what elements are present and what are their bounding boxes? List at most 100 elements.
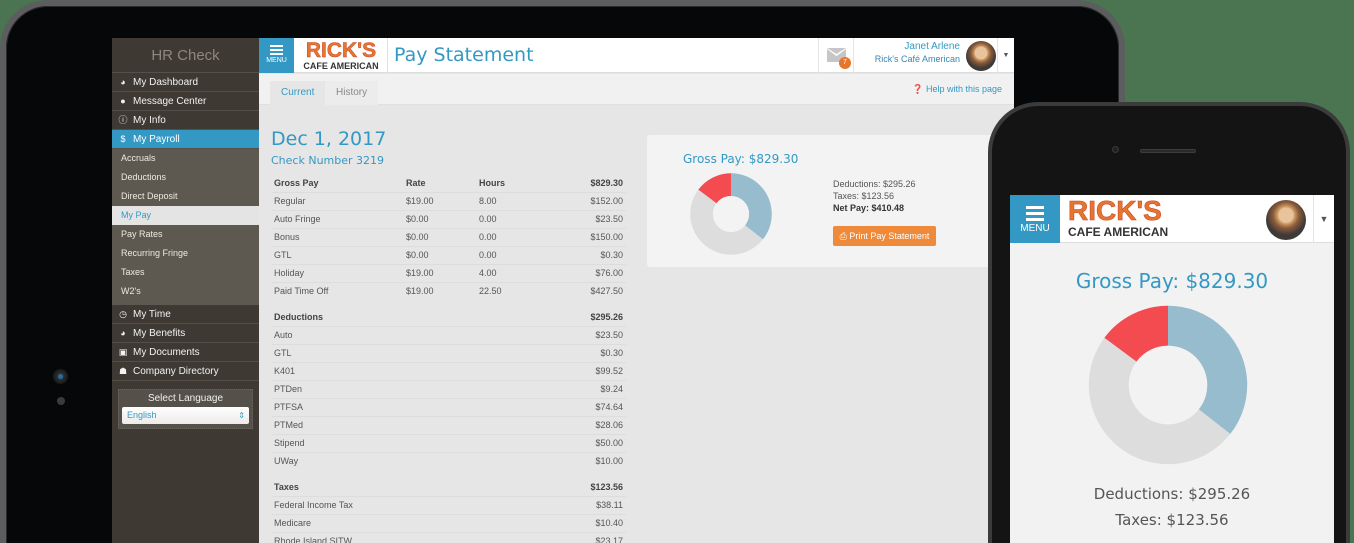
logo-subtext: CAFE AMERICAN: [1068, 225, 1169, 239]
logo-text: RICK'S: [1068, 195, 1162, 226]
phone-gross-pay-title: Gross Pay: $829.30: [1075, 269, 1269, 293]
net-pay-total: Net Pay: $410.48: [833, 203, 905, 213]
ricks-logo[interactable]: RICK'S CAFE AMERICAN: [301, 40, 381, 72]
deductions-total: Deductions: $295.26: [1093, 485, 1251, 503]
user-dropdown-caret[interactable]: ▼: [1313, 195, 1334, 243]
tab-history[interactable]: History: [325, 81, 379, 105]
print-pay-statement-button[interactable]: ⎙ Print Pay Statement: [833, 226, 936, 246]
language-selector-box: Select Language English ⇕: [118, 389, 253, 429]
sidebar-item-label: My Dashboard: [133, 76, 199, 88]
sidebar-title: HR Check: [112, 38, 259, 73]
phone-ricks-logo[interactable]: RICK'S CAFE AMERICAN: [1068, 195, 1169, 239]
hamburger-icon: [270, 45, 283, 55]
tablet-screen: HR Check ◕ My Dashboard ● Message Center…: [112, 38, 1014, 543]
user-company: Rick's Café American: [874, 54, 960, 64]
table-row: PTDen $9.24: [271, 380, 626, 399]
submenu-item-accruals[interactable]: Accruals: [121, 153, 156, 163]
phone-menu-button[interactable]: MENU: [1010, 195, 1060, 243]
sidebar-item-label: My Benefits: [133, 327, 186, 339]
info-circle-icon: ⓘ: [118, 114, 128, 125]
help-link-label: Help with this page: [925, 84, 1002, 94]
table-row: Holiday $19.00 4.00 $76.00: [271, 264, 626, 283]
pay-statement-table: Gross Pay Rate Hours $829.30 Regular $19.…: [271, 174, 626, 543]
sidebar-item-label: My Time: [133, 308, 171, 320]
top-header: MENU RICK'S CAFE AMERICAN Pay Statement …: [259, 38, 1014, 73]
menu-label: MENU: [266, 57, 287, 64]
sidebar-item-my-benefits[interactable]: ◕ My Benefits: [112, 324, 259, 343]
submenu-item-my-pay[interactable]: My Pay: [112, 206, 259, 225]
table-row: GTL $0.00 0.00 $0.30: [271, 246, 626, 265]
sidebar-item-my-dashboard[interactable]: ◕ My Dashboard: [112, 73, 259, 92]
logo-subtext: CAFE AMERICAN: [303, 61, 379, 71]
sidebar-item-my-info[interactable]: ⓘ My Info: [112, 111, 259, 130]
table-row: PTMed $28.06: [271, 416, 626, 435]
sidebar-item-my-documents[interactable]: ▣ My Documents: [112, 343, 259, 362]
pie-chart-icon: ◕: [120, 327, 126, 338]
image-icon: ▣: [118, 346, 128, 357]
select-arrows-icon: ⇕: [238, 411, 245, 420]
table-header-taxes: Taxes $123.56: [271, 478, 626, 497]
sidebar-item-my-time[interactable]: ◷ My Time: [112, 305, 259, 324]
table-row: K401 $99.52: [271, 362, 626, 381]
menu-button[interactable]: MENU: [259, 38, 294, 73]
table-row: GTL $0.30: [271, 344, 626, 363]
pie-chart-icon: ◕: [120, 76, 126, 87]
submenu-item-pay-rates[interactable]: Pay Rates: [121, 229, 163, 239]
gross-pay-title: Gross Pay: $829.30: [683, 152, 799, 166]
phone-camera: [1112, 146, 1119, 153]
tablet-sensor: [57, 397, 65, 405]
table-row: UWay $10.00: [274, 456, 623, 467]
sidebar-item-company-directory[interactable]: ☗ Company Directory: [112, 362, 259, 381]
table-row: Regular $19.00 8.00 $152.00: [271, 192, 626, 211]
submenu-item-recurring-fringe[interactable]: Recurring Fringe: [121, 248, 189, 258]
taxes-total: Taxes: $123.56: [833, 191, 895, 201]
submenu-item-taxes[interactable]: Taxes: [121, 267, 145, 277]
sidebar-item-label: Message Center: [133, 95, 207, 107]
sidebar-item-message-center[interactable]: ● Message Center: [112, 92, 259, 111]
tablet-camera: [53, 369, 68, 384]
question-circle-icon: ❓: [912, 84, 924, 94]
language-select[interactable]: English ⇕: [122, 407, 249, 424]
help-link[interactable]: ❓ Help with this page: [912, 84, 1002, 95]
user-menu[interactable]: Janet Arlene Rick's Café American: [874, 41, 996, 71]
sidebar: HR Check ◕ My Dashboard ● Message Center…: [112, 38, 259, 543]
table-row: Medicare $10.40: [271, 514, 626, 533]
table-row: Paid Time Off $19.00 22.50 $427.50: [274, 286, 623, 297]
deductions-total: Deductions: $295.26: [833, 179, 916, 189]
hamburger-icon: [1026, 206, 1044, 221]
messages-button[interactable]: 7: [818, 38, 854, 73]
printer-icon: ⎙: [839, 231, 847, 241]
avatar: [966, 41, 996, 71]
sidebar-item-label: My Info: [133, 114, 166, 126]
comments-icon: ●: [120, 95, 126, 106]
menu-label: MENU: [1020, 223, 1050, 234]
tabs-bar: Current History ❓ Help with this page: [259, 74, 1014, 105]
tab-current[interactable]: Current: [270, 81, 326, 105]
summary-lines: Deductions: $295.26 Taxes: $123.56 Net P…: [833, 178, 916, 214]
user-dropdown-caret[interactable]: ▼: [997, 38, 1014, 73]
phone-speaker: [1140, 149, 1196, 153]
submenu-item-deductions[interactable]: Deductions: [121, 172, 167, 182]
table-header-deductions: Deductions $295.26: [271, 308, 626, 327]
table-header-gross: Gross Pay Rate Hours $829.30: [271, 174, 626, 193]
payroll-submenu: Accruals Deductions Direct Deposit My Pa…: [112, 149, 259, 305]
phone-pay-breakdown-donut-chart: [1088, 305, 1248, 465]
check-number: Check Number 3219: [271, 154, 385, 167]
phone-header: MENU RICK'S CAFE AMERICAN ▼: [1010, 195, 1334, 243]
table-row: Rhode Island SITW $23.17: [271, 532, 626, 543]
language-value: English: [127, 410, 157, 420]
table-row: Stipend $50.00: [271, 434, 626, 453]
table-row: PTFSA $74.64: [271, 398, 626, 417]
avatar[interactable]: [1266, 200, 1306, 240]
phone-summary-lines: Deductions: $295.26 Taxes: $123.56: [1010, 481, 1334, 533]
table-row: Federal Income Tax $38.11: [271, 496, 626, 515]
statement-date: Dec 1, 2017: [271, 128, 387, 150]
print-button-label: Print Pay Statement: [849, 231, 930, 241]
message-count-badge: 7: [839, 57, 851, 69]
pay-breakdown-donut-chart: [690, 173, 772, 255]
sidebar-item-my-payroll[interactable]: $ My Payroll: [112, 130, 259, 149]
submenu-item-w2s[interactable]: W2's: [121, 286, 141, 296]
submenu-item-direct-deposit[interactable]: Direct Deposit: [121, 191, 178, 201]
table-row: Auto $23.50: [271, 326, 626, 345]
table-row: Bonus $0.00 0.00 $150.00: [271, 228, 626, 247]
